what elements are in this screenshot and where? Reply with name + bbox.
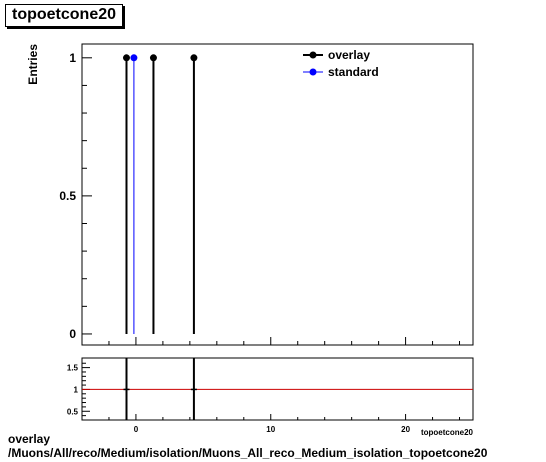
ratio-x-tick-label: 0 xyxy=(134,425,139,434)
x-axis-label: topoetcone20 xyxy=(421,428,474,437)
data-point xyxy=(190,54,198,62)
ratio-y-tick-label: 0.5 xyxy=(67,407,79,416)
main-y-tick-label: 0.5 xyxy=(59,189,76,203)
main-y-axis-label: Entries xyxy=(26,44,40,85)
footer-caption: overlay /Muons/All/reco/Medium/isolation… xyxy=(8,432,487,460)
main-plot-frame xyxy=(81,43,474,346)
footer-line-1: overlay xyxy=(8,432,51,446)
main-y-tick-label: 0 xyxy=(69,327,76,341)
ratio-y-tick-label: 1 xyxy=(74,385,79,394)
footer-line-2: /Muons/All/reco/Medium/isolation/Muons_A… xyxy=(8,446,488,460)
data-point xyxy=(149,54,157,62)
legend-marker xyxy=(309,51,317,59)
legend-marker xyxy=(309,68,317,76)
data-point xyxy=(130,54,138,62)
ratio-y-tick-label: 1.5 xyxy=(67,364,79,373)
ratio-x-tick-label: 20 xyxy=(401,425,410,434)
legend-label: standard xyxy=(328,65,379,79)
data-point xyxy=(122,54,130,62)
main-y-tick-label: 1 xyxy=(69,51,76,65)
ratio-x-tick-label: 10 xyxy=(266,425,275,434)
legend-label: overlay xyxy=(328,48,370,62)
plot-title: topoetcone20 xyxy=(5,4,124,27)
